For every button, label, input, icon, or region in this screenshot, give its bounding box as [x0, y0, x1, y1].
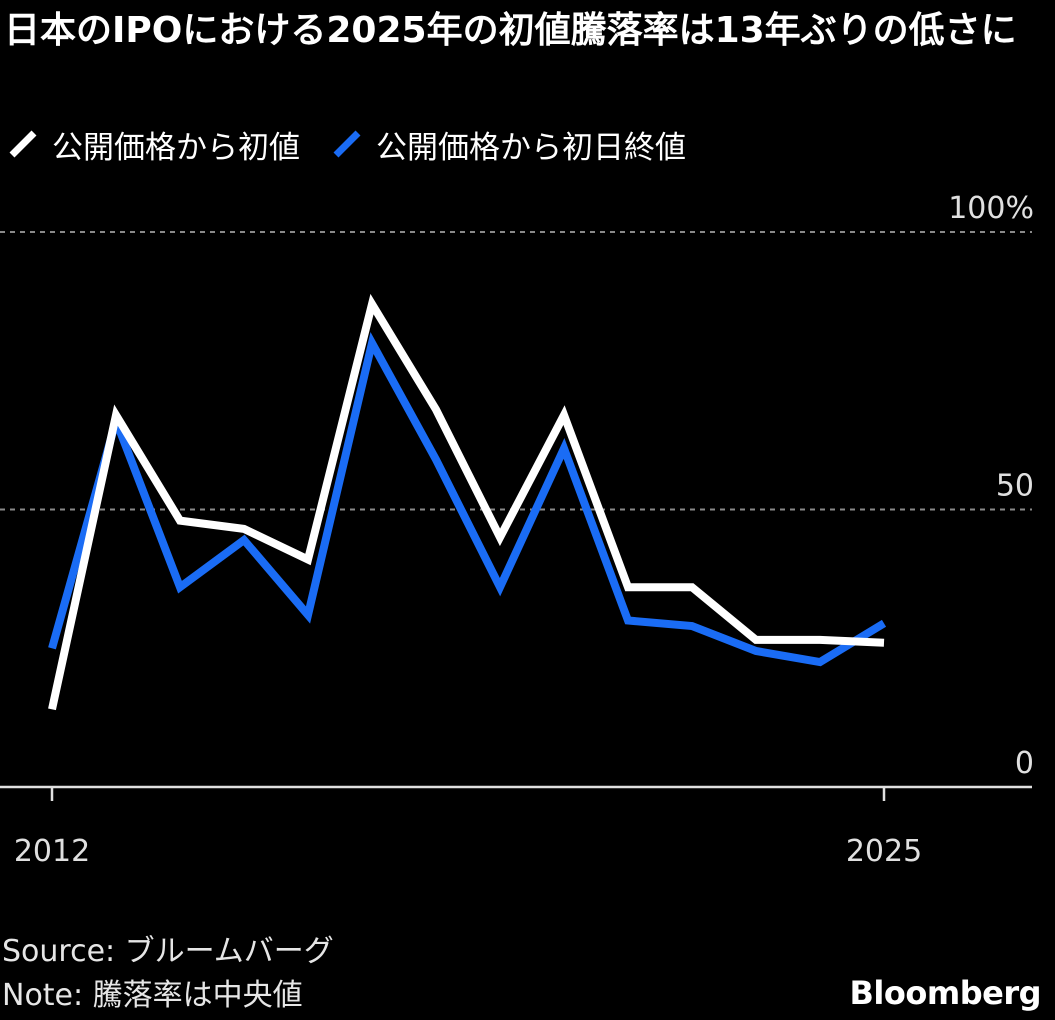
- legend-label-first-price: 公開価格から初値: [52, 129, 300, 166]
- legend-item-first-day-close: 公開価格から初日終値: [330, 122, 686, 167]
- footnote: Note: 騰落率は中央値: [2, 978, 303, 1013]
- x-tick-label-2012: 2012: [14, 834, 90, 869]
- legend-swatch-blue: [333, 130, 361, 158]
- legend-label-first-day-close: 公開価格から初日終値: [376, 129, 686, 166]
- series-line-first-day-close: [48, 331, 887, 667]
- x-tick-label-2025: 2025: [846, 834, 922, 869]
- source-note: Source: ブルームバーグ: [2, 934, 334, 969]
- legend-item-first-price: 公開価格から初値: [6, 122, 300, 167]
- chart-title: 日本のIPOにおける2025年の初値騰落率は13年ぶりの低さに: [4, 10, 1017, 51]
- y-tick-label-100: 100%: [948, 191, 1034, 226]
- series-line-first-price: [48, 293, 885, 711]
- y-tick-label-50: 50: [996, 469, 1034, 504]
- footer: Source: ブルームバーグ Note: 騰落率は中央値: [2, 930, 334, 1018]
- legend: 公開価格から初値 公開価格から初日終値: [6, 122, 716, 166]
- y-tick-label-0: 0: [1015, 746, 1034, 781]
- bloomberg-logo: Bloomberg: [849, 974, 1042, 1012]
- legend-swatch-white: [9, 130, 37, 158]
